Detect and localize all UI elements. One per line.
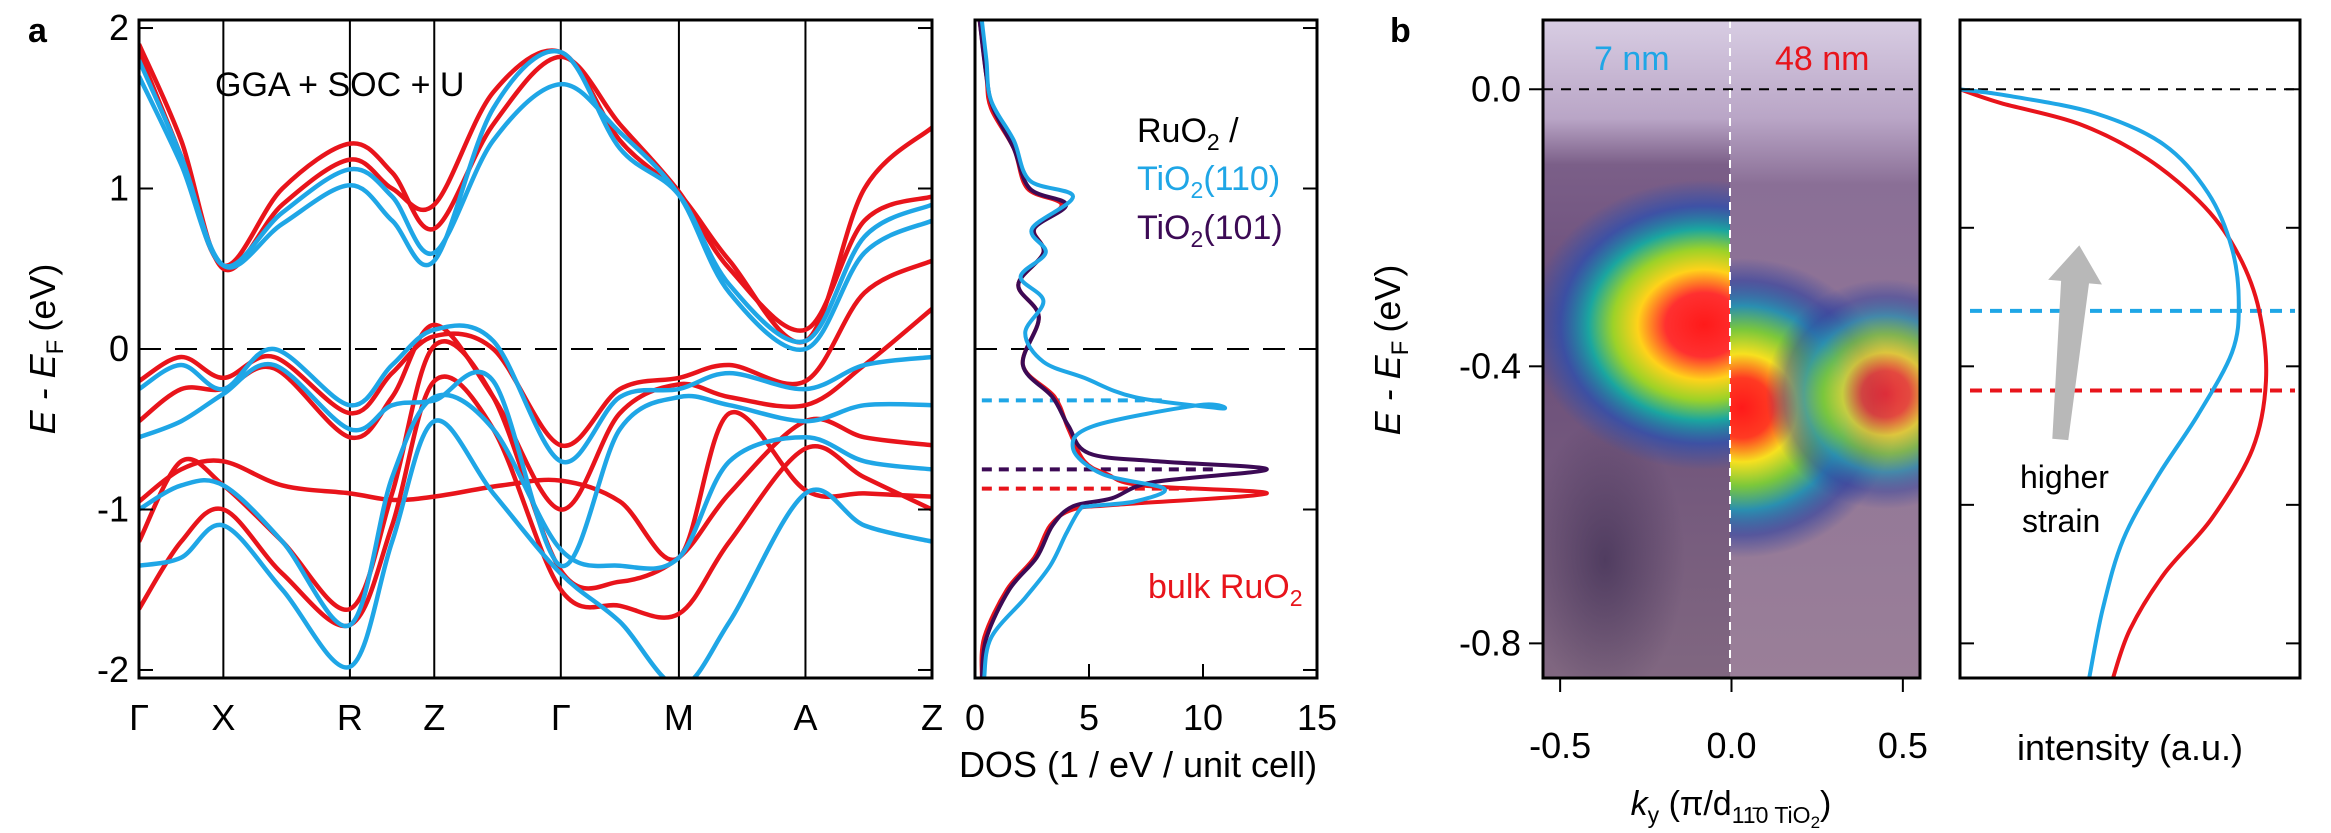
edc-frame [1958,18,2302,680]
legend-ruo2-sub: 2 [1207,129,1220,155]
arpes-y-tick-label: -0.4 [1459,345,1521,386]
legend-ruo2-tail: / [1220,112,1239,150]
dos-ticks: 0 5 10 15 [965,27,1337,738]
dos-chart: 0 5 10 15 DOS (1 / eV / unit cell) RuO2 / T… [959,18,1337,785]
legend-110-text: TiO [1137,160,1191,198]
panel-label-b: b [1390,12,1411,50]
dos-x-tick-label: 5 [1079,697,1099,738]
edc-curves [1960,87,2269,678]
k-point-label: Z [423,697,445,738]
arpes-y-tick-label: 0.0 [1471,68,1521,109]
k-point-label: Z [921,697,943,738]
higher-strain-label-1: higher [2020,459,2109,495]
band-y-tick-label: 2 [109,7,129,48]
k-point-label: M [664,697,694,738]
xlabel-close: ) [1820,785,1831,823]
ylabel-main: E - E [22,353,63,434]
method-annotation: GGA + SOC + U [215,66,464,104]
band-curve [139,361,932,568]
dos-curves [977,20,1269,678]
ylabel-unit: (eV) [22,264,63,332]
legend-tio2-101: TiO2(101) [1137,209,1283,252]
band-curve [139,48,932,345]
dos-x-tick-label: 10 [1183,697,1223,738]
xlabel-ksub: y [1648,802,1660,828]
edc-ticks [1960,88,2300,645]
dos-x-axis-label: DOS (1 / eV / unit cell) [959,744,1317,785]
legend-ruo2-text: RuO [1137,112,1207,150]
band-y-tick-label: -2 [97,649,129,690]
band-curves [139,43,932,678]
band-y-tick-label: -1 [97,488,129,529]
band-y-ticks: -2 -1 0 1 2 [97,7,932,690]
xlabel-dsub2: 2 [1811,813,1820,832]
band-curve [139,418,932,678]
k-point-label: R [337,697,363,738]
dos-x-tick-label: 15 [1297,697,1337,738]
arpes-x-tick-label: 0.5 [1878,725,1928,766]
legend-ruo2: RuO2 / [1137,112,1239,155]
legend-101-sub: 2 [1191,226,1204,252]
band-curve [139,392,932,629]
arpes-ticks: -0.5 0.0 0.5 0.0 -0.4 -0.8 [1459,68,1928,766]
arpes-left-half [1543,20,1730,678]
edc-peak-markers [1970,308,2295,393]
label-48nm: 48 nm [1775,40,1870,78]
band-curve [139,75,932,353]
arpes-ylabel-unit: (eV) [1367,265,1408,333]
arpes-y-axis-label: E - EF (eV) [1367,265,1414,436]
k-point-label: X [211,697,235,738]
ylabel-sub: F [42,340,69,355]
dos-curve [979,20,1228,678]
edc-x-axis-label: intensity (a.u.) [2017,727,2243,768]
band-structure-chart: -2 -1 0 1 2 Γ X R Z Γ M A Z GGA + SOC + U E - EF (eV… [22,7,943,738]
arpes-peak-7nm [1543,179,1730,470]
arpes-x-tick-label: -0.5 [1529,725,1591,766]
arpes-left-shadow [1543,420,1685,678]
k-point-label: A [793,697,817,738]
band-curve [139,323,932,465]
arpes-x-axis-label: ky (π/d11̄0 TiO2) [1631,785,1832,832]
edc-chart: higher strain intensity (a.u.) [1958,18,2302,768]
band-y-tick-label: 1 [109,168,129,209]
legend-110-tail: (110) [1203,160,1280,198]
arpes-heatmap: -0.5 0.0 0.5 0.0 -0.4 -0.8 7 nm 48 nm E - EF (… [1367,18,1928,832]
xlabel-rest: (π/d [1659,785,1732,823]
band-y-axis-label: E - EF (eV) [22,264,69,435]
k-point-label: Γ [129,697,149,738]
edc-curve [1960,87,2241,678]
band-curve [139,307,932,512]
legend-101-tail: (101) [1203,209,1282,247]
arpes-x-tick-label: 0.0 [1706,725,1756,766]
dos-x-tick-label: 0 [965,697,985,738]
xlabel-dsub: 11̄0 TiO [1732,802,1811,828]
dos-curve [977,20,1269,678]
higher-strain-arrow [2048,245,2102,441]
legend-110-sub: 2 [1191,177,1204,203]
arpes-ylabel-main: E - E [1367,354,1408,435]
arpes-y-tick-label: -0.8 [1459,622,1521,663]
legend-101-text: TiO [1137,209,1191,247]
label-7nm: 7 nm [1594,40,1670,78]
panel-label-a: a [28,12,48,50]
edc-curve [1960,87,2269,678]
bulk-label-sub: 2 [1290,585,1303,611]
bulk-label-text: bulk RuO [1148,568,1290,606]
bulk-ruo2-label: bulk RuO2 [1148,568,1303,611]
arpes-48nm-tail [1765,279,1920,509]
band-y-tick-label: 0 [109,328,129,369]
dos-peak-markers [981,398,1215,491]
xlabel-k: k [1631,785,1650,823]
arpes-ylabel-sub: F [1387,341,1414,356]
arpes-right-half [1730,20,1920,678]
k-point-label: Γ [551,697,571,738]
higher-strain-label-2: strain [2022,503,2100,539]
legend-tio2-110: TiO2(110) [1137,160,1280,203]
